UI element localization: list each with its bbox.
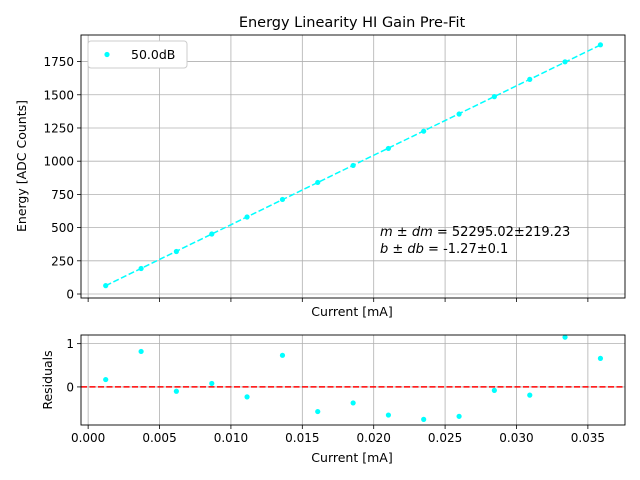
legend: 50.0dB	[87, 40, 188, 69]
top-x-ticks	[87, 298, 589, 302]
bottom-axes-frame	[80, 334, 626, 426]
residual-points	[103, 334, 604, 422]
y-tick-label: 750	[51, 188, 74, 202]
y-tick-label: 1500	[43, 88, 74, 102]
fit-annotation: m ± dm = 52295.02±219.23 b ± db = -1.27±…	[380, 225, 570, 257]
energy-point	[421, 128, 427, 134]
y-tick-label: 0	[66, 380, 74, 394]
top-y-ticks: 0 250 500 750 1000 1250 1500 1750	[43, 55, 81, 302]
energy-point	[244, 214, 250, 220]
energy-point	[315, 179, 321, 186]
y-tick-label: 1	[66, 337, 74, 351]
energy-point	[209, 231, 215, 237]
residual-point	[279, 352, 286, 358]
slope-value: = 52295.02±219.23	[433, 225, 571, 240]
residual-point	[562, 334, 568, 340]
top-gridlines	[81, 35, 625, 298]
bottom-x-ticks: 0.000 0.005 0.010 0.015 0.020 0.025 0.030 0.035	[71, 425, 605, 445]
top-axes-frame	[80, 34, 626, 299]
x-tick-label: 0.000	[71, 431, 105, 445]
y-tick-label: 1000	[43, 155, 74, 169]
energy-point	[491, 94, 497, 100]
x-tick-label: 0.030	[499, 431, 533, 445]
energy-point	[103, 283, 109, 289]
energy-point	[456, 111, 462, 117]
legend-label: 50.0dB	[131, 47, 175, 62]
residual-point	[138, 348, 144, 355]
slope-symbol: m ± dm	[380, 225, 433, 240]
bottom-y-axis-label: Residuals	[40, 350, 55, 409]
energy-point	[527, 76, 533, 82]
y-tick-label: 500	[51, 221, 74, 235]
x-tick-label: 0.020	[357, 431, 391, 445]
residual-point	[209, 380, 215, 387]
intercept-value: = -1.27±0.1	[424, 242, 508, 257]
x-tick-label: 0.010	[214, 431, 248, 445]
residual-point	[244, 394, 250, 400]
bottom-x-axis-label: Current [mA]	[311, 450, 392, 465]
legend-box	[87, 40, 188, 69]
residual-point	[456, 413, 462, 419]
residual-point	[421, 416, 427, 422]
energy-point	[173, 248, 179, 255]
slope-annotation: m ± dm = 52295.02±219.23	[380, 225, 570, 240]
x-tick-label: 0.015	[285, 431, 319, 445]
residual-point	[527, 392, 533, 398]
legend-marker	[104, 51, 110, 58]
residuals-panel: 0.000 0.005 0.010 0.015 0.020 0.025 0.030 0.035…	[40, 334, 626, 465]
energy-point	[138, 265, 144, 272]
x-tick-label: 0.025	[428, 431, 462, 445]
bottom-y-ticks: 01	[66, 337, 81, 394]
energy-linearity-panel: Energy Linearity HI Gain Pre-Fit 0 250 500…	[14, 15, 626, 319]
top-y-axis-label: Energy [ADC Counts]	[14, 100, 29, 232]
intercept-annotation: b ± db = -1.27±0.1	[380, 242, 508, 257]
chart-title: Energy Linearity HI Gain Pre-Fit	[239, 15, 466, 31]
energy-point	[562, 59, 568, 65]
energy-point	[385, 145, 392, 152]
y-tick-label: 250	[51, 254, 74, 268]
residual-point	[491, 387, 497, 393]
y-tick-label: 0	[66, 288, 74, 302]
energy-point	[279, 196, 286, 203]
residual-point	[350, 400, 356, 406]
residual-point	[385, 412, 392, 418]
energy-points	[103, 42, 604, 289]
y-tick-label: 1750	[43, 55, 74, 69]
residual-point	[315, 408, 321, 415]
energy-point	[597, 42, 604, 48]
intercept-symbol: b ± db	[380, 242, 424, 257]
y-tick-label: 1250	[43, 121, 74, 135]
energy-point	[350, 162, 356, 169]
residual-point	[103, 376, 109, 383]
residual-point	[597, 355, 604, 361]
x-tick-label: 0.035	[571, 431, 605, 445]
top-x-axis-label: Current [mA]	[311, 304, 392, 319]
x-tick-label: 0.005	[142, 431, 176, 445]
residual-point	[173, 388, 179, 394]
